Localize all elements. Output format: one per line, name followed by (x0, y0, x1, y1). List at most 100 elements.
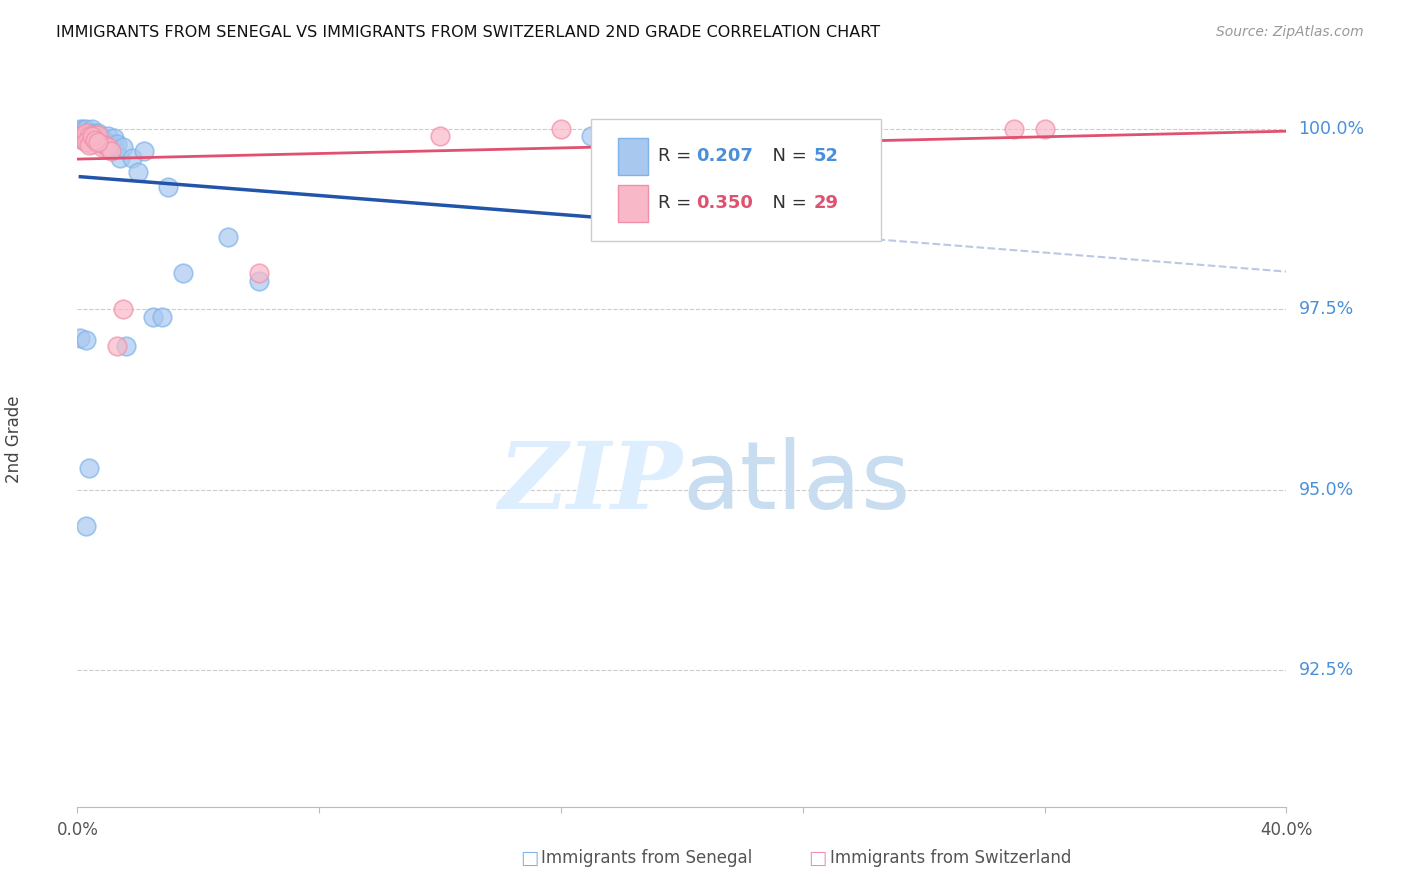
Point (103, 140, 125, 154)
FancyBboxPatch shape (617, 138, 648, 175)
Point (75, 333, 97, 347)
Point (69, 129, 91, 144)
Point (218, 230, 240, 244)
Point (1004, 122, 1026, 136)
Point (172, 266, 194, 280)
Point (82, 133, 104, 147)
Point (93, 134, 115, 148)
Point (96, 140, 118, 154)
Point (84, 129, 107, 144)
Point (69, 331, 91, 345)
Point (75, 128, 97, 142)
Point (82, 136, 104, 151)
Point (79, 461, 101, 475)
Point (72, 129, 94, 144)
Point (550, 122, 572, 136)
Point (75, 122, 97, 136)
FancyBboxPatch shape (617, 185, 648, 222)
Text: 0.350: 0.350 (696, 194, 754, 212)
Point (142, 310, 165, 324)
Point (79, 126, 101, 140)
Point (90, 130, 112, 145)
Text: N =: N = (761, 147, 813, 165)
FancyBboxPatch shape (592, 120, 882, 241)
Point (79, 129, 101, 144)
Point (103, 130, 125, 145)
Point (82, 130, 104, 145)
Point (72, 133, 94, 147)
Point (247, 266, 270, 280)
Text: N =: N = (761, 194, 813, 212)
Point (75, 519, 97, 533)
Text: □: □ (520, 848, 538, 868)
Point (105, 136, 128, 151)
Text: 2nd Grade: 2nd Grade (4, 395, 22, 483)
Point (90, 140, 112, 154)
Text: 95.0%: 95.0% (1299, 481, 1354, 499)
Text: 97.5%: 97.5% (1299, 301, 1354, 318)
Text: 0.207: 0.207 (696, 147, 754, 165)
Text: □: □ (808, 848, 827, 868)
Point (72, 123, 94, 137)
Point (72, 129, 94, 144)
Point (75, 135, 97, 149)
Text: IMMIGRANTS FROM SENEGAL VS IMMIGRANTS FROM SWITZERLAND 2ND GRADE CORRELATION CHA: IMMIGRANTS FROM SENEGAL VS IMMIGRANTS FR… (56, 25, 880, 40)
Text: 92.5%: 92.5% (1299, 661, 1354, 679)
Text: Source: ZipAtlas.com: Source: ZipAtlas.com (1216, 25, 1364, 39)
Text: 100.0%: 100.0% (1299, 120, 1365, 138)
Point (82, 129, 104, 144)
Point (79, 129, 101, 144)
Point (150, 310, 173, 324)
Point (114, 338, 136, 352)
Point (75, 126, 97, 140)
Point (84, 133, 107, 147)
Text: Immigrants from Switzerland: Immigrants from Switzerland (830, 849, 1071, 867)
Point (132, 144, 155, 158)
Point (93, 138, 115, 153)
Point (87, 128, 110, 142)
Point (72, 128, 94, 142)
Point (79, 133, 101, 147)
Point (75, 130, 97, 145)
Text: 52: 52 (814, 147, 839, 165)
Text: ZIP: ZIP (498, 439, 682, 528)
Point (69, 126, 91, 140)
Point (111, 140, 134, 154)
Point (581, 129, 603, 144)
Point (247, 274, 270, 288)
Point (96, 140, 118, 154)
Point (108, 151, 131, 165)
Point (79, 133, 101, 147)
Text: R =: R = (658, 194, 697, 212)
Point (75, 126, 97, 140)
Text: atlas: atlas (682, 437, 910, 530)
Point (127, 165, 149, 179)
Text: 29: 29 (814, 194, 839, 212)
Point (82, 126, 104, 140)
Point (121, 151, 143, 165)
Point (69, 122, 91, 136)
Point (105, 338, 128, 352)
Point (84, 128, 107, 142)
Point (87, 126, 110, 140)
Point (82, 122, 104, 136)
Point (75, 129, 97, 144)
Point (84, 133, 107, 147)
Point (84, 126, 107, 140)
Point (429, 129, 451, 144)
Point (100, 136, 122, 151)
Point (72, 133, 94, 147)
Point (84, 135, 107, 149)
Text: Immigrants from Senegal: Immigrants from Senegal (541, 849, 752, 867)
Point (100, 144, 122, 158)
Point (1033, 122, 1056, 136)
Point (87, 133, 110, 147)
Point (87, 135, 110, 149)
Point (157, 179, 180, 194)
Point (79, 138, 101, 153)
Point (75, 129, 97, 144)
Point (87, 135, 110, 149)
Point (87, 130, 110, 145)
Point (82, 129, 104, 144)
Point (93, 138, 115, 153)
